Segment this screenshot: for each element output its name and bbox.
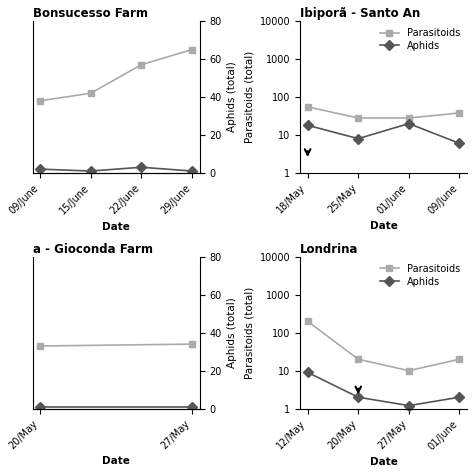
Aphids (456, 394, 462, 400)
X-axis label: Date: Date (102, 456, 130, 466)
Line: Aphids: Aphids (304, 120, 463, 147)
Text: Londrina: Londrina (300, 243, 358, 255)
Parasitoids (406, 368, 412, 374)
X-axis label: Date: Date (370, 221, 398, 231)
Line: Aphids: Aphids (304, 369, 463, 409)
Line: Parasitoids: Parasitoids (36, 164, 195, 174)
Aphids (138, 62, 144, 68)
Parasitoids (406, 115, 412, 121)
Aphids (189, 47, 195, 53)
Parasitoids (37, 166, 43, 172)
Line: Aphids: Aphids (36, 46, 195, 104)
Parasitoids (305, 319, 310, 324)
Legend: Parasitoids, Aphids: Parasitoids, Aphids (378, 26, 462, 53)
Aphids (305, 370, 310, 375)
Parasitoids (356, 356, 361, 362)
Parasitoids (456, 110, 462, 116)
Line: Parasitoids: Parasitoids (304, 103, 463, 121)
Text: a - Gioconda Farm: a - Gioconda Farm (33, 243, 153, 255)
X-axis label: Date: Date (102, 221, 130, 231)
X-axis label: Date: Date (370, 457, 398, 467)
Aphids (37, 98, 43, 104)
Aphids (356, 394, 361, 400)
Parasitoids (88, 168, 93, 174)
Parasitoids (456, 356, 462, 362)
Legend: Parasitoids, Aphids: Parasitoids, Aphids (378, 262, 462, 289)
Text: Bonsucesso Farm: Bonsucesso Farm (33, 7, 147, 20)
Aphids (305, 122, 310, 128)
Text: Ibiporã - Santo An: Ibiporã - Santo An (300, 7, 420, 20)
Y-axis label: Parasitoids (total): Parasitoids (total) (244, 287, 254, 379)
Aphids (88, 91, 93, 96)
Line: Parasitoids: Parasitoids (304, 318, 463, 374)
Parasitoids (189, 168, 195, 174)
Parasitoids (356, 115, 361, 121)
Y-axis label: Parasitoids (total): Parasitoids (total) (244, 51, 254, 143)
Parasitoids (305, 104, 310, 109)
Aphids (406, 121, 412, 127)
Aphids (356, 136, 361, 142)
Aphids (406, 403, 412, 409)
Y-axis label: Aphids (total): Aphids (total) (227, 297, 237, 368)
Aphids (456, 141, 462, 146)
Parasitoids (138, 164, 144, 170)
Y-axis label: Aphids (total): Aphids (total) (227, 62, 237, 132)
